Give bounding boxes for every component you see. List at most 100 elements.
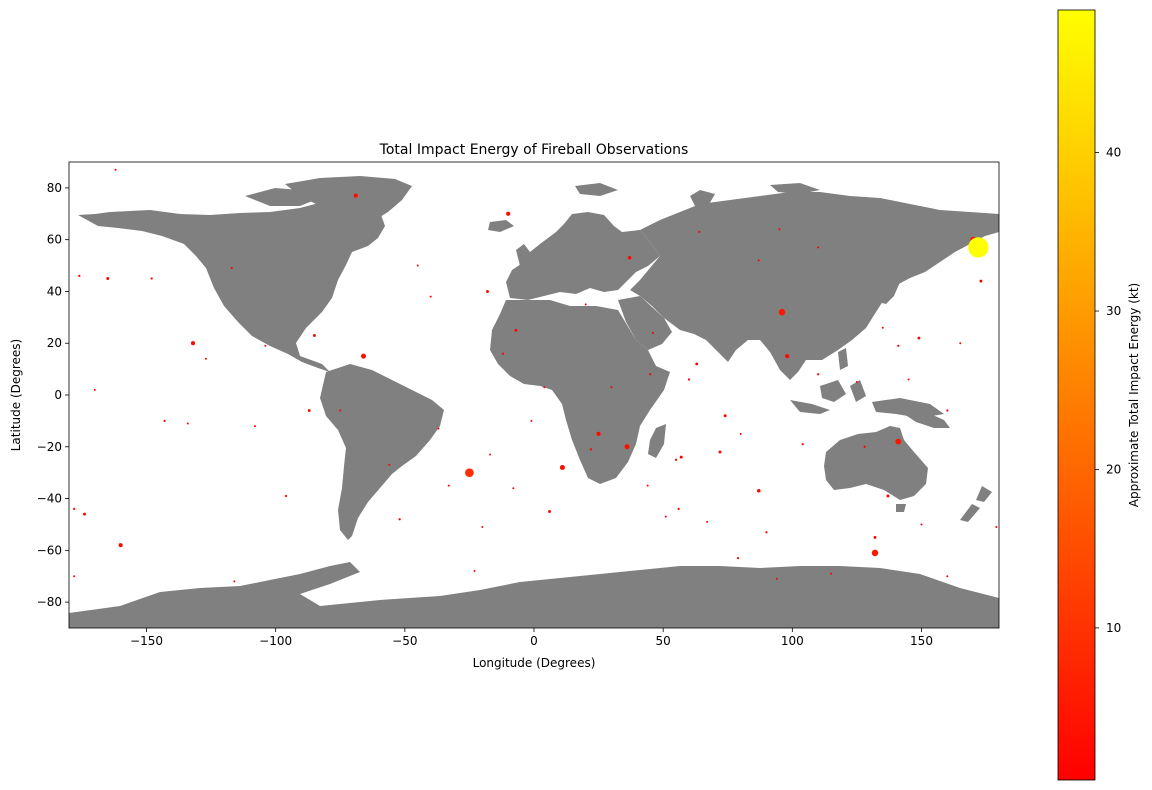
x-tick-label: −150 [130, 634, 163, 648]
fireball-point [388, 463, 391, 466]
colorbar-label: Approximate Total Impact Energy (kt) [1127, 283, 1141, 507]
fireball-point [118, 543, 123, 548]
fireball-point [465, 468, 474, 478]
fireball-point [312, 334, 316, 337]
fireball-point [163, 419, 166, 423]
fireball-point [360, 353, 367, 359]
y-axis-label: Latitude (Degrees) [9, 339, 23, 452]
fireball-point [307, 409, 311, 412]
colorbar-tick-label: 10 [1106, 621, 1121, 635]
fireball-point [584, 303, 587, 306]
fireball-point [398, 518, 401, 521]
fireball-point [73, 507, 76, 511]
fireball-point [486, 289, 489, 293]
fireball-point [959, 342, 962, 345]
x-tick-label: −50 [392, 634, 417, 648]
fireball-point [817, 373, 820, 376]
fireball-point [765, 531, 768, 534]
y-tick-label: −60 [37, 543, 62, 557]
colorbar-frame [1057, 9, 1096, 781]
africa-landmass [490, 300, 670, 484]
antarctica-landmass [69, 562, 999, 628]
fireball-point [801, 443, 804, 446]
fireball-point [264, 344, 267, 347]
fireball-point [489, 453, 492, 456]
fireball-point [204, 357, 207, 360]
x-tick-label: 0 [530, 634, 538, 648]
australia-landmass [824, 426, 928, 500]
fireball-point [979, 279, 983, 283]
fireball-point [778, 308, 786, 316]
fireball-point [447, 484, 450, 487]
y-axis-ticks: −80 −60 −40 −20 0 20 40 60 80 [37, 181, 69, 609]
fireball-point [254, 425, 256, 428]
fireball-point [651, 331, 654, 334]
arabian-peninsula [618, 296, 672, 350]
fireball-point [93, 388, 96, 391]
europe-landmass [506, 212, 660, 300]
north-america-landmass [78, 196, 385, 372]
colorbar-ticks: 10 20 30 40 [1095, 146, 1121, 635]
y-tick-label: 20 [47, 336, 62, 350]
scatter-points [73, 168, 998, 583]
fireball-point [706, 520, 709, 523]
fireball-point [674, 458, 678, 461]
fireball-point [917, 336, 921, 340]
fireball-point [968, 237, 989, 258]
fireball-point [946, 575, 949, 578]
fireball-point [548, 510, 551, 513]
x-tick-label: 50 [656, 634, 671, 648]
fireball-point [881, 326, 884, 329]
fireball-point [830, 572, 833, 575]
fireball-point [687, 378, 691, 381]
y-tick-label: −20 [37, 440, 62, 454]
fireball-point [589, 448, 592, 451]
fireball-point [190, 341, 196, 346]
fireball-point [756, 489, 761, 493]
colorbar-tick-label: 40 [1106, 146, 1121, 160]
fireball-point [646, 484, 649, 487]
fireball-point [920, 523, 923, 526]
tasmania [896, 504, 906, 512]
fireball-point [512, 487, 515, 490]
x-tick-label: 150 [910, 634, 933, 648]
fireball-point [506, 211, 511, 216]
fireball-point [775, 577, 778, 580]
chart-title: Total Impact Energy of Fireball Observat… [379, 142, 689, 158]
fireball-point [114, 168, 117, 171]
y-tick-label: 0 [54, 388, 62, 402]
fireball-point [698, 230, 701, 233]
fireball-point [664, 515, 667, 518]
y-tick-label: 60 [47, 233, 62, 247]
fireball-point [437, 427, 440, 430]
fireball-point [995, 526, 998, 529]
fireball-point [150, 277, 153, 280]
fireball-point [736, 556, 740, 560]
south-america-landmass [320, 364, 444, 540]
british-isles [516, 244, 530, 266]
fireball-point [230, 267, 233, 270]
fireball-point [785, 354, 790, 359]
fireball-point [863, 445, 866, 448]
fireball-point [473, 570, 476, 573]
fireball-point [677, 507, 680, 511]
fireball-point [353, 193, 358, 198]
fireball-point [339, 409, 342, 412]
colorbar-gradient [1058, 10, 1095, 780]
fireball-point [679, 455, 683, 459]
japan [878, 272, 900, 304]
fireball-point [429, 295, 432, 298]
fireball-point [284, 494, 288, 498]
fireball-point [559, 464, 565, 471]
fireball-point [106, 277, 110, 280]
fireball-point [907, 378, 910, 381]
colorbar-tick-label: 30 [1106, 304, 1121, 318]
fireball-point [233, 580, 236, 583]
y-tick-label: −80 [37, 595, 62, 609]
fireball-point [514, 328, 518, 332]
fireball-point [718, 450, 722, 454]
fireball-point [73, 575, 76, 578]
fireball-point [855, 381, 858, 384]
y-tick-label: −40 [37, 492, 62, 506]
asia-landmass [630, 192, 999, 380]
